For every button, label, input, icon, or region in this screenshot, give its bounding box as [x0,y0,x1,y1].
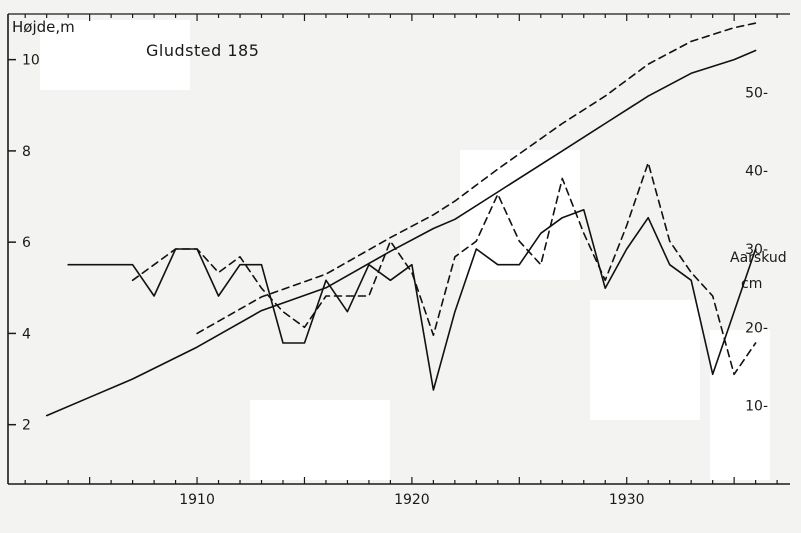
right-tick-label: 30- [745,242,768,258]
left-axis-label: Højde,m [12,18,75,36]
right-tick-label: 20- [745,320,768,336]
x-tick-label: 1910 [179,492,215,508]
left-tick-label: 4 [22,326,31,342]
axes [7,13,790,485]
height-line-dashed [196,22,757,335]
right-axis-ticks: 10- 20- 30- 40- 50- [745,85,768,414]
left-tick-label: 8 [22,144,31,160]
left-tick-label: 6 [22,235,31,251]
x-axis-ticks: 1910 1920 1930 [24,14,778,508]
right-tick-label: 10- [745,399,768,415]
right-tick-label: 50- [745,85,768,101]
x-tick-label: 1930 [609,492,645,508]
left-tick-label: 10 [22,53,40,69]
x-tick-label: 1920 [394,492,430,508]
height-line-solid [45,49,757,417]
left-tick-label: 2 [22,418,31,434]
shoot-series [67,162,757,391]
paper-patches [40,20,770,480]
right-axis-label-line2: cm [741,276,762,292]
chart-title: Gludsted 185 [146,41,259,60]
shoot-line-solid [67,209,757,391]
right-tick-label: 40- [745,164,768,180]
right-axis-label-line1: Aarskud [730,250,787,266]
height-series [45,22,757,417]
left-axis-ticks: 2 4 6 8 10 [8,53,40,434]
